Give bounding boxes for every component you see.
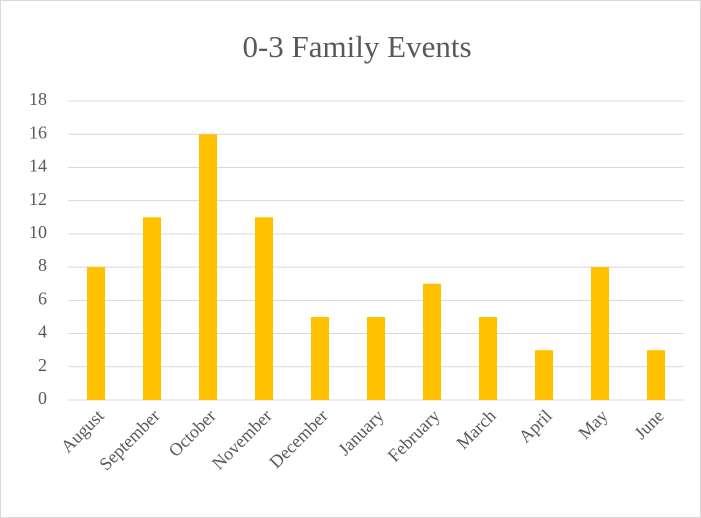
chart-title: 0-3 Family Events — [242, 29, 471, 64]
bar — [647, 350, 665, 400]
y-tick-label: 6 — [38, 288, 47, 308]
y-tick-label: 14 — [29, 156, 47, 176]
bar — [479, 316, 497, 400]
bar — [423, 283, 441, 400]
bar — [143, 217, 161, 400]
bar — [199, 134, 217, 400]
y-tick-label: 10 — [29, 222, 47, 242]
y-tick-label: 12 — [29, 189, 47, 209]
y-tick-label: 4 — [38, 322, 47, 342]
bar — [591, 267, 609, 400]
y-tick-label: 2 — [38, 355, 47, 375]
bar — [535, 350, 553, 400]
bar — [367, 316, 385, 400]
y-tick-label: 16 — [29, 122, 47, 142]
bar — [255, 217, 273, 400]
bar — [311, 316, 329, 400]
bar — [87, 267, 105, 400]
y-tick-label: 8 — [38, 255, 47, 275]
y-tick-label: 18 — [29, 89, 47, 109]
y-tick-label: 0 — [38, 388, 47, 408]
